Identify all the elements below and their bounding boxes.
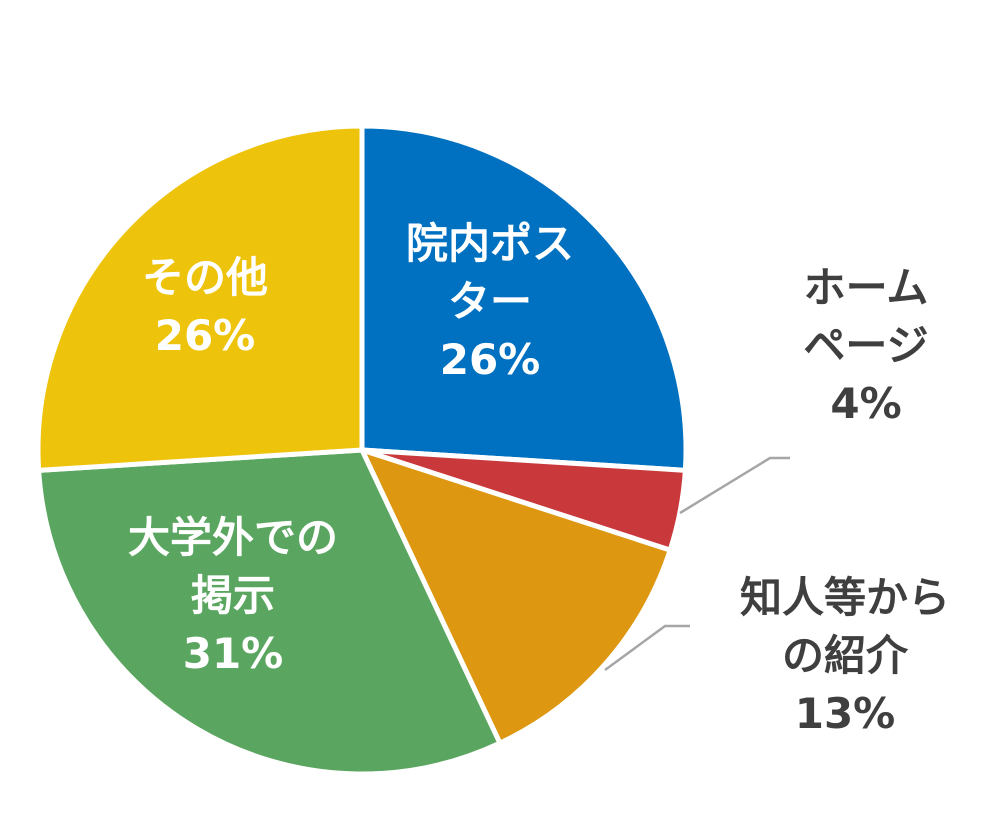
pie-slice-1 <box>359 123 689 473</box>
slice-category-label: 院内ポス <box>406 219 574 268</box>
pie-slice-3 <box>359 447 673 746</box>
leader-lines <box>604 456 790 672</box>
pie-slices <box>35 123 689 777</box>
leader-line-3 <box>604 624 690 672</box>
slice-percent-label: 13% <box>795 689 896 738</box>
pie-slice-5 <box>35 123 365 473</box>
slice-category-label: 掲示 <box>191 571 275 620</box>
pie-slice-4 <box>36 447 503 777</box>
slice-category-label: ページ <box>803 321 928 370</box>
slice-category-label: ター <box>448 277 532 326</box>
slice-category-label: の紹介 <box>782 631 909 680</box>
slice-percent-label: 26% <box>440 335 541 384</box>
slice-percent-label: 31% <box>183 629 284 678</box>
slice-category-label: ホーム <box>804 263 929 312</box>
slice-percent-label: 4% <box>830 379 901 428</box>
slice-percent-label: 26% <box>155 311 256 360</box>
leader-line-2 <box>679 456 790 515</box>
slice-category-label: 大学外での <box>128 513 338 562</box>
slice-category-label: その他 <box>142 253 268 302</box>
slice-category-label: 知人等から <box>740 573 950 622</box>
